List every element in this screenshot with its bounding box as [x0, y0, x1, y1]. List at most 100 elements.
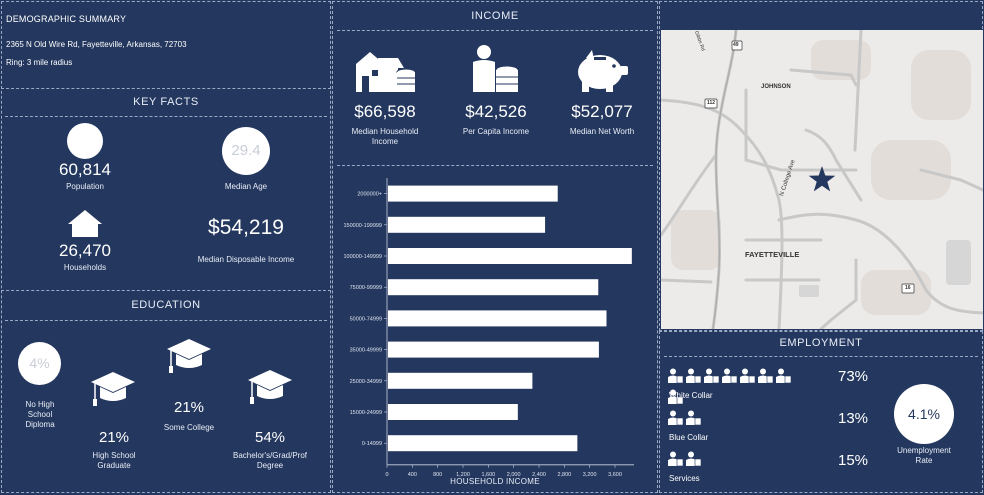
- house-money-icon: [356, 52, 416, 92]
- highway-49-shield: 49: [733, 42, 739, 48]
- chart-x-tick-label: 400: [408, 472, 417, 478]
- median-household-income-label: Median Household Income: [351, 127, 419, 146]
- no-hs-circle: 4%: [18, 342, 61, 385]
- blue-collar-value: 13%: [838, 410, 869, 427]
- unemployment-value: 4.1%: [908, 406, 940, 422]
- key-facts-section: KEY FACTS: [1, 88, 331, 290]
- chart-x-tick-label: 2,000: [507, 472, 521, 478]
- household-icon: [68, 210, 102, 237]
- service-worker-icon: [668, 451, 684, 467]
- office-worker-icon: [758, 368, 774, 384]
- net-worth-value: $52,077: [571, 102, 633, 121]
- median-household-income-value: $66,598: [354, 102, 416, 121]
- chart-bar: [388, 248, 632, 264]
- route-16-shield: 16: [905, 285, 911, 291]
- some-college-label: Some College: [163, 423, 215, 432]
- blue-collar-icons: [668, 410, 708, 428]
- person-money-icon: [473, 45, 519, 92]
- office-worker-icon: [722, 368, 738, 384]
- key-facts-title: KEY FACTS: [133, 96, 199, 108]
- chart-x-tick-label: 3,200: [583, 472, 597, 478]
- bachelors-value: 54%: [254, 429, 286, 446]
- disposable-income-label: Median Disposable Income: [197, 255, 295, 264]
- office-worker-icon: [776, 368, 792, 384]
- chart-x-tick-label: 1,200: [456, 472, 470, 478]
- bachelors-label: Bachelor's/Grad/Prof Degree: [232, 451, 307, 470]
- white-collar-value: 73%: [838, 368, 869, 385]
- report-ring: Ring: 3 mile radius: [6, 58, 73, 67]
- education-section: EDUCATION: [1, 290, 331, 493]
- median-age-label: Median Age: [224, 182, 268, 191]
- employment-title: EMPLOYMENT: [779, 337, 863, 349]
- employment-panel: EMPLOYMENT: [659, 331, 983, 493]
- services-label: Services: [669, 474, 700, 483]
- route-112-shield: 112: [707, 100, 716, 106]
- office-worker-icon: [668, 368, 684, 384]
- per-capita-income-label: Per Capita Income: [462, 127, 530, 136]
- disposable-income-value: $54,219: [208, 216, 284, 239]
- population-label: Population: [66, 182, 104, 191]
- graduation-cap-icon: [167, 339, 211, 373]
- no-hs-label: No High School Diploma: [25, 400, 55, 429]
- chart-y-tick-label: 2000000+: [357, 192, 382, 198]
- chart-y-tick-label: 35000-49999: [350, 348, 382, 354]
- map-label-fayetteville: FAYETTEVILLE: [745, 250, 800, 259]
- chart-y-tick-label: 100000-149999: [343, 254, 382, 260]
- unemployment-circle: 4.1%: [894, 384, 954, 444]
- report-address: 2365 N Old Wire Rd, Fayetteville, Arkans…: [6, 40, 187, 49]
- office-worker-icon: [740, 368, 756, 384]
- some-college-value: 21%: [173, 399, 205, 416]
- hs-value: 21%: [98, 429, 130, 446]
- chart-y-tick-label: 75000-99999: [350, 285, 382, 291]
- chart-x-tick-label: 1,600: [481, 472, 495, 478]
- chart-x-tick-label: 2,800: [557, 472, 571, 478]
- net-worth-label: Median Net Worth: [569, 127, 635, 136]
- education-title: EDUCATION: [131, 299, 201, 311]
- population-circle-icon: [67, 123, 103, 159]
- blue-collar-label: Blue Collar: [669, 433, 709, 442]
- no-hs-value: 4%: [29, 355, 50, 371]
- location-map[interactable]: 49 112 16 Gibbs Rd JOHNSON N College Ave…: [661, 30, 983, 329]
- income-title: INCOME: [471, 10, 519, 22]
- chart-y-tick-label: 150000-199999: [343, 223, 382, 229]
- chart-y-tick-label: 15000-24999: [350, 410, 382, 416]
- chart-x-tick-label: 0: [385, 472, 388, 478]
- households-value: 26,470: [59, 241, 111, 260]
- income-panel: INCOME: [332, 1, 658, 493]
- worker-icon: [686, 410, 702, 426]
- median-age-circle: 29.4: [222, 127, 270, 175]
- office-worker-icon: [686, 368, 702, 384]
- chart-bar: [388, 372, 533, 389]
- graduation-cap-icon: [91, 372, 135, 406]
- piggy-bank-icon: [578, 50, 628, 92]
- chart-bar: [388, 279, 599, 296]
- graduation-cap-icon: [248, 370, 292, 404]
- chart-bar: [388, 310, 607, 327]
- services-icons: [668, 451, 708, 469]
- hs-label: High School Graduate: [92, 451, 136, 470]
- chart-bar: [388, 216, 546, 233]
- chart-x-tick-label: 800: [433, 472, 442, 478]
- report-title: DEMOGRAPHIC SUMMARY: [6, 14, 127, 24]
- chart-xlabel: HOUSEHOLD INCOME: [450, 477, 540, 486]
- map-label-johnson: JOHNSON: [761, 84, 791, 90]
- unemployment-label: Unemployment Rate: [897, 446, 951, 465]
- chart-bar: [388, 341, 599, 358]
- left-panel: [1, 1, 331, 493]
- services-value: 15%: [838, 452, 869, 469]
- chart-bar: [388, 185, 558, 202]
- households-label: Households: [63, 263, 107, 272]
- chart-bar: [388, 435, 578, 452]
- service-worker-icon: [686, 451, 702, 467]
- chart-x-tick-label: 2,400: [532, 472, 546, 478]
- population-value: 60,814: [59, 160, 111, 179]
- chart-y-tick-label: 0-14999: [362, 441, 382, 447]
- chart-x-tick-label: 3,600: [608, 472, 622, 478]
- chart-y-tick-label: 50000-74999: [350, 316, 382, 322]
- median-age-value: 29.4: [231, 142, 261, 159]
- white-collar-label: White Collar: [669, 391, 713, 400]
- worker-icon: [668, 410, 684, 426]
- chart-bar: [388, 404, 518, 420]
- per-capita-income-value: $42,526: [465, 102, 527, 121]
- location-star-icon[interactable]: [808, 166, 836, 193]
